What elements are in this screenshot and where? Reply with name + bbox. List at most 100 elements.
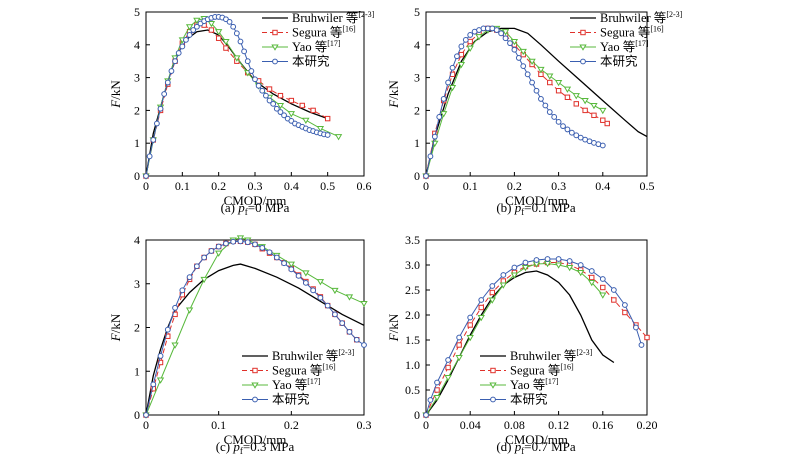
data-point [622, 302, 628, 308]
legend-label: Segura 等[16] [272, 363, 336, 378]
data-point [554, 80, 563, 87]
x-tick-label: 0.4 [595, 179, 610, 193]
caption-subscript: f [245, 207, 248, 217]
data-point [287, 261, 296, 268]
legend: Bruhwiler 等[2-3]Segura 等[16]Yao 等[17] 本研究 [242, 348, 355, 407]
legend-reference: [2-3] [666, 10, 682, 19]
data-point [524, 71, 531, 78]
series-3 [423, 256, 645, 418]
data-point [281, 260, 287, 267]
data-point [573, 101, 579, 107]
data-point [538, 96, 544, 102]
data-point [207, 20, 216, 28]
legend-name: Segura 等 [510, 363, 560, 378]
caption-symbol: p [514, 200, 522, 215]
data-point [622, 309, 628, 316]
caption-prefix: (b) [496, 200, 514, 215]
data-point [579, 44, 587, 51]
y-tick-label: 1 [134, 364, 140, 378]
data-point [316, 279, 325, 286]
data-point [310, 107, 316, 114]
data-point [277, 92, 284, 99]
x-tick-label: 0.3 [357, 418, 372, 432]
data-point [521, 265, 530, 272]
x-axis-label: CMOD/mm [505, 193, 568, 208]
data-point [599, 107, 607, 115]
legend-label: 本研究 [272, 392, 310, 407]
data-point [591, 112, 597, 119]
data-point [580, 58, 586, 65]
data-point [500, 272, 507, 278]
data-point [455, 355, 463, 362]
y-axis-label-symbol: F [386, 99, 401, 109]
data-point [493, 27, 500, 33]
panel-caption: (a) pf=0 MPa [221, 200, 290, 217]
data-point [288, 266, 295, 273]
data-point [510, 39, 519, 46]
legend-reference: [17] [307, 377, 321, 386]
legend-reference: [17] [327, 39, 341, 48]
data-point [172, 304, 178, 311]
series-line [425, 258, 642, 416]
data-point [172, 58, 178, 65]
data-point [554, 262, 563, 269]
y-tick-label: 1 [414, 136, 420, 150]
y-tick-label: 0 [134, 169, 140, 183]
data-point [462, 36, 469, 43]
legend-label: Bruhwiler 等[2-3] [272, 348, 355, 363]
data-point [317, 294, 324, 301]
data-point [511, 46, 518, 53]
data-point [501, 29, 510, 36]
data-point [276, 102, 285, 110]
data-point [423, 173, 429, 179]
data-point [193, 263, 200, 270]
legend-label: 本研究 [600, 54, 638, 69]
data-point [564, 126, 571, 133]
data-point [185, 24, 194, 31]
data-point [466, 45, 474, 52]
data-point [611, 297, 617, 303]
legend-name: Yao 等 [600, 39, 635, 54]
data-point [581, 98, 589, 105]
data-point [361, 342, 367, 348]
legend-name: Yao 等 [272, 377, 307, 392]
data-point [434, 379, 440, 386]
data-point [171, 342, 179, 349]
data-point [467, 322, 473, 328]
data-point [156, 377, 165, 384]
y-axis-label-unit: /kN [386, 80, 401, 100]
y-tick-label: 4 [134, 38, 140, 52]
data-point [266, 97, 273, 104]
data-point [259, 244, 266, 251]
data-point [185, 307, 194, 314]
data-point [233, 30, 240, 37]
legend-reference: [2-3] [338, 348, 354, 357]
data-point [477, 315, 485, 322]
data-point [423, 412, 429, 418]
x-tick-label: 0 [143, 179, 149, 193]
chart-panel-3: 0 0.04 0.08 0.12 0.16 0.20 0 0.5 1.0 1.5 2.0 2.5 3.0… [386, 233, 658, 456]
data-point [150, 137, 157, 143]
legend-item: Yao 等[17] [480, 377, 559, 392]
caption-symbol: p [232, 439, 240, 454]
data-point [433, 395, 441, 402]
y-tick-label: 2 [414, 103, 420, 117]
x-tick-label: 0.3 [551, 179, 566, 193]
data-point [520, 63, 527, 70]
data-point [316, 125, 325, 133]
legend-name: Bruhwiler 等 [272, 348, 338, 363]
series-3 [143, 14, 331, 179]
data-point [537, 66, 545, 74]
y-tick-label: 2 [134, 321, 140, 335]
data-point [498, 30, 505, 37]
panel-caption: (c) pf=0.3 MPa [216, 439, 295, 456]
y-tick-label: 0 [414, 169, 420, 183]
legend-reference: [16] [650, 25, 664, 34]
data-point [467, 314, 474, 321]
legend-name: Segura 等 [292, 25, 342, 40]
legend-item: 本研究 [242, 392, 310, 407]
legend-label: 本研究 [292, 54, 330, 69]
legend-item: Bruhwiler 等[2-3] [570, 10, 683, 25]
x-axis-label: CMOD/mm [505, 432, 568, 447]
data-point [488, 297, 496, 304]
